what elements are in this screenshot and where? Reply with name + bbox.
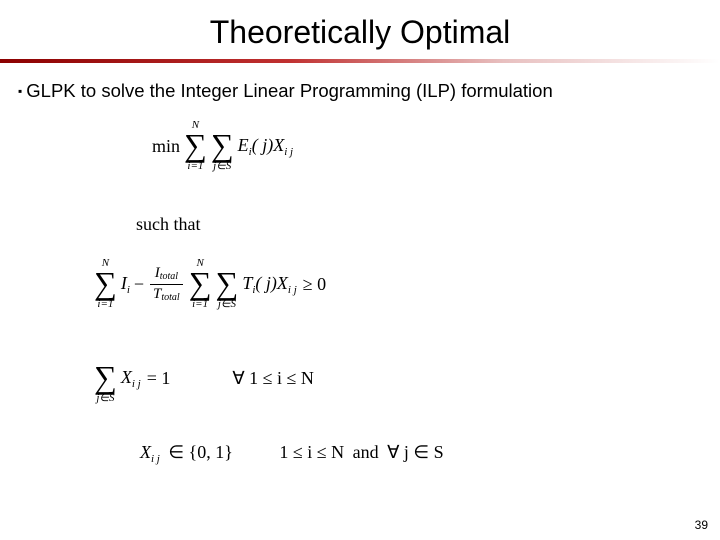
sigma-icon: ∑ j∈S <box>211 120 234 172</box>
formula-constraint-2: ∑ j∈S Xi j = 1 ∀ 1 ≤ i ≤ N <box>92 352 316 404</box>
formula-constraint-3: Xi j ∈ {0, 1} 1 ≤ i ≤ N and ∀ j ∈ S <box>140 442 446 465</box>
sigma-icon: ∑ j∈S <box>216 258 239 310</box>
slide-title: Theoretically Optimal <box>0 0 720 59</box>
sigma-icon: ∑ j∈S <box>94 352 117 404</box>
such-that-label: such that <box>136 214 201 235</box>
sigma-icon: N ∑ i=1 <box>184 120 207 172</box>
formula-objective: min N ∑ i=1 ∑ j∈S Ei( j)Xi j <box>150 120 295 172</box>
fraction: Itotal Ttotal <box>150 266 183 303</box>
formula-constraint-1: N ∑ i=1 Ii − Itotal Ttotal N ∑ i=1 ∑ j∈S… <box>92 258 328 310</box>
bullet-text: GLPK to solve the Integer Linear Program… <box>26 80 552 101</box>
sigma-icon: N ∑ i=1 <box>94 258 117 310</box>
bullet-item: ▪ GLPK to solve the Integer Linear Progra… <box>0 63 720 102</box>
page-number: 39 <box>695 518 708 532</box>
sigma-icon: N ∑ i=1 <box>189 258 212 310</box>
min-label: min <box>152 136 180 157</box>
bullet-marker: ▪ <box>18 84 22 98</box>
